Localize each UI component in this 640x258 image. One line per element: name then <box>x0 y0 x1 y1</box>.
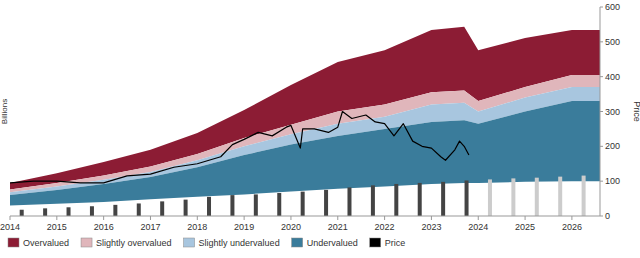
y-tick <box>600 111 603 112</box>
bar <box>488 179 492 216</box>
y-tick <box>600 41 603 42</box>
x-tick-label: 2024 <box>468 222 488 232</box>
x-tick-label: 2021 <box>328 222 348 232</box>
legend-swatch <box>8 238 19 247</box>
bar <box>67 207 71 216</box>
y-tick-label: 0 <box>605 211 610 221</box>
x-tick-label: 2023 <box>421 222 441 232</box>
x-tick-label: 2022 <box>375 222 395 232</box>
x-tick <box>525 216 526 220</box>
x-tick-label: 2016 <box>94 222 114 232</box>
bar <box>394 184 398 216</box>
x-tick-label: 2026 <box>562 222 582 232</box>
chart: 2014 2015 2016 2017 2018 2019 2020 2021 2022 2023… <box>0 0 640 258</box>
y-tick <box>600 7 603 8</box>
x-tick <box>384 216 385 220</box>
x-tick <box>478 216 479 220</box>
bar <box>301 192 305 216</box>
y-tick-label: 500 <box>605 37 620 47</box>
y2-axis-label: Billions <box>0 99 9 124</box>
y-tick <box>600 181 603 182</box>
x-tick <box>10 216 11 220</box>
bar <box>113 205 117 216</box>
bar <box>90 206 94 216</box>
bar <box>511 178 515 216</box>
y-tick-label: 600 <box>605 2 620 12</box>
bar <box>230 195 234 216</box>
bar <box>20 210 24 216</box>
legend: Overvalued Slightly overvalued Slightly un… <box>8 238 405 248</box>
x-tick-label: 2025 <box>515 222 535 232</box>
y-tick-label: 100 <box>605 176 620 186</box>
y-tick-label: 400 <box>605 72 620 82</box>
legend-label: Overvalued <box>23 238 69 248</box>
bar <box>137 203 141 216</box>
x-tick <box>290 216 291 220</box>
x-axis-line <box>10 216 600 217</box>
x-tick <box>337 216 338 220</box>
y-tick <box>600 216 603 217</box>
legend-label: Price <box>385 238 406 248</box>
x-tick-label: 2018 <box>187 222 207 232</box>
x-tick <box>56 216 57 220</box>
x-tick-label: 2017 <box>140 222 160 232</box>
bar <box>324 190 328 216</box>
bar <box>582 176 586 216</box>
x-tick <box>150 216 151 220</box>
y-tick <box>600 76 603 77</box>
bar <box>465 180 469 216</box>
bar <box>535 178 539 216</box>
x-tick-label: 2019 <box>234 222 254 232</box>
legend-swatch <box>370 238 381 247</box>
legend-swatch <box>81 238 92 247</box>
legend-label: Undervalued <box>307 238 358 248</box>
bar <box>43 208 47 216</box>
y-tick-label: 300 <box>605 107 620 117</box>
x-tick-label: 2014 <box>0 222 20 232</box>
x-tick-label: 2020 <box>281 222 301 232</box>
legend-swatch <box>184 238 195 247</box>
x-tick <box>571 216 572 220</box>
bar <box>207 197 211 216</box>
bar <box>277 193 281 216</box>
bar <box>371 185 375 216</box>
y-tick <box>600 146 603 147</box>
x-tick <box>197 216 198 220</box>
bar <box>184 200 188 216</box>
y-tick-label: 200 <box>605 141 620 151</box>
bar <box>558 177 562 216</box>
y-axis-label: Price <box>632 101 640 122</box>
bar <box>418 183 422 216</box>
x-tick <box>103 216 104 220</box>
bar <box>160 201 164 216</box>
x-tick <box>244 216 245 220</box>
price-line <box>10 112 469 183</box>
plot-area <box>10 27 600 216</box>
x-tick <box>431 216 432 220</box>
bar <box>441 182 445 216</box>
x-tick-label: 2015 <box>47 222 67 232</box>
bar <box>347 187 351 216</box>
legend-label: Slightly undervalued <box>199 238 280 248</box>
legend-swatch <box>292 238 303 247</box>
bar <box>254 194 258 216</box>
legend-label: Slightly overvalued <box>96 238 172 248</box>
